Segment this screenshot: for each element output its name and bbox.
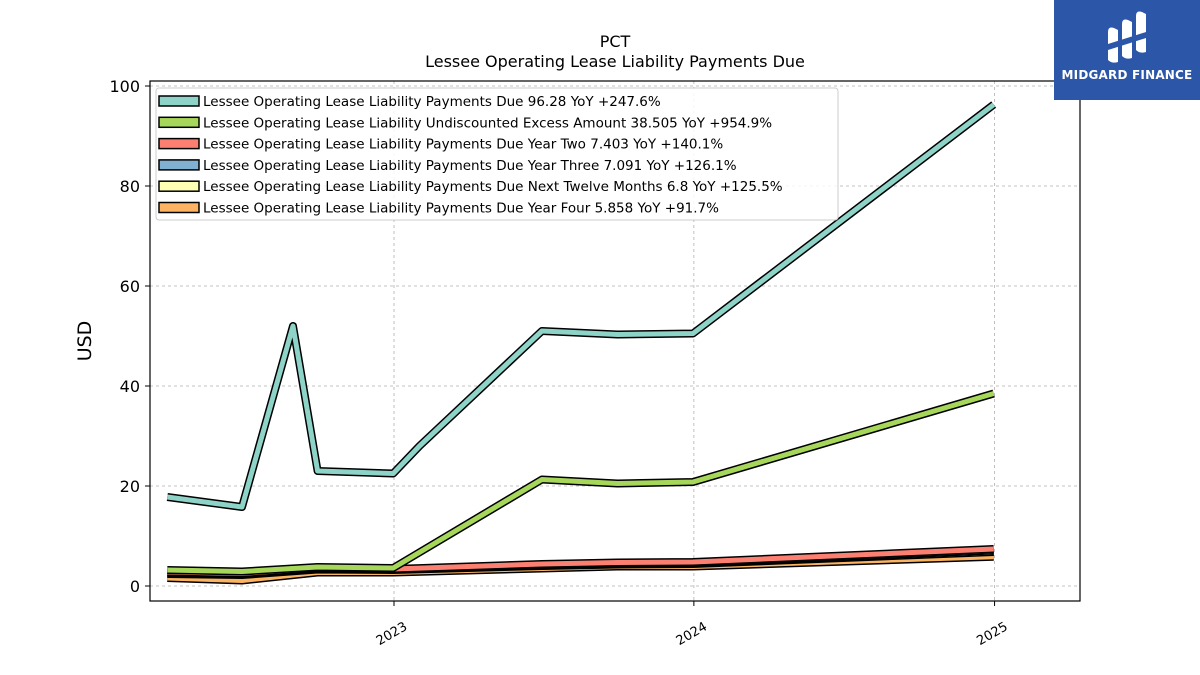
legend-swatch [158, 159, 200, 171]
legend-label: Lessee Operating Lease Liability Payment… [203, 201, 719, 217]
y-tick-label: 0 [130, 577, 140, 596]
legend-label: Lessee Operating Lease Liability Payment… [203, 137, 723, 153]
legend-item: Lessee Operating Lease Liability Payment… [158, 158, 737, 174]
legend: Lessee Operating Lease Liability Payment… [155, 87, 839, 221]
plot-frame [149, 80, 1081, 602]
x-tick-label: 2024 [674, 619, 710, 649]
legend-label: Lessee Operating Lease Liability Payment… [203, 179, 783, 195]
brand-logo: MIDGARD FINANCE [1054, 0, 1200, 100]
legend-label: Lessee Operating Lease Liability Payment… [203, 94, 661, 110]
y-axis-ticks: 0 20 40 60 80 100 [109, 77, 150, 596]
legend-swatch [158, 180, 200, 192]
legend-swatch [158, 95, 200, 107]
y-tick-label: 80 [120, 177, 140, 196]
legend-label: Lessee Operating Lease Liability Undisco… [203, 115, 772, 131]
legend-box [155, 87, 839, 221]
legend-label: Lessee Operating Lease Liability Payment… [203, 158, 737, 174]
y-axis-label: USD [74, 321, 96, 362]
legend-item: Lessee Operating Lease Liability Payment… [158, 137, 723, 153]
series-1 [166, 101, 997, 511]
y-tick-label: 40 [120, 377, 140, 396]
y-tick-label: 20 [120, 477, 140, 496]
logo-wordmark: MIDGARD FINANCE [1061, 68, 1193, 82]
legend-swatch [158, 137, 200, 150]
legend-item: Lessee Operating Lease Liability Payment… [158, 201, 719, 217]
series-line [166, 102, 996, 510]
x-tick-label: 2025 [974, 619, 1010, 649]
y-tick-label: 100 [109, 77, 140, 96]
chart-title: PCT [600, 32, 631, 51]
x-axis-ticks: 2023 2024 2025 [374, 601, 1011, 649]
legend-item: Lessee Operating Lease Liability Payment… [158, 179, 783, 195]
midgard-logo-icon [1108, 11, 1146, 63]
legend-item: Lessee Operating Lease Liability Undisco… [158, 115, 772, 131]
y-tick-label: 60 [120, 277, 140, 296]
x-tick-label: 2023 [374, 619, 410, 649]
chart-subtitle: Lessee Operating Lease Liability Payment… [425, 52, 805, 71]
legend-item: Lessee Operating Lease Liability Payment… [158, 94, 661, 110]
legend-swatch [158, 201, 200, 214]
series-lines [166, 101, 997, 585]
series-line [167, 391, 995, 574]
series-2 [167, 389, 995, 576]
legend-swatch [158, 116, 200, 129]
